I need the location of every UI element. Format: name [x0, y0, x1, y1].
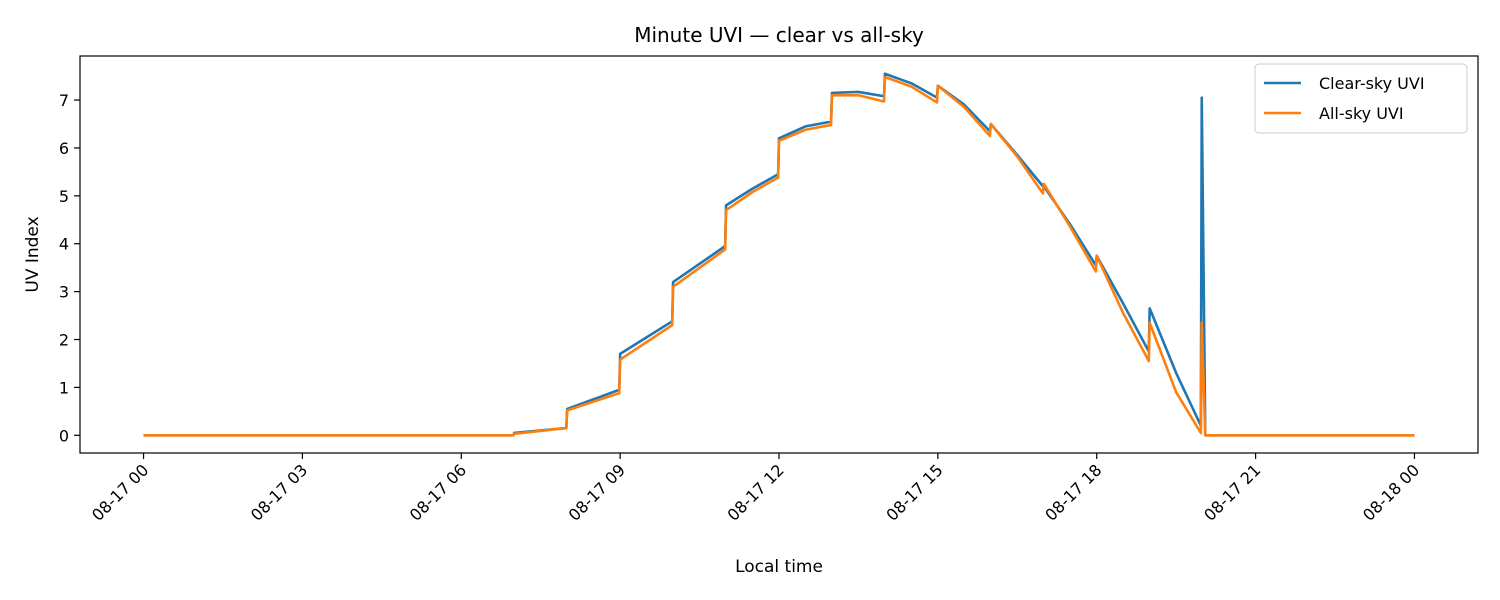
legend-label-all-sky: All-sky UVI: [1319, 104, 1404, 123]
y-tick-label: 3: [59, 283, 69, 302]
y-tick-label: 5: [59, 187, 69, 206]
y-axis: 0 1 2 3 4 5 6 7: [59, 91, 80, 445]
plot-area: [143, 72, 1415, 437]
x-tick-label: 08-17 18: [1041, 460, 1105, 524]
x-tick-label: 08-17 00: [88, 460, 152, 524]
x-tick-label: 08-17 21: [1200, 460, 1264, 524]
y-axis-title: UV Index: [23, 216, 43, 292]
x-tick-label: 08-17 12: [724, 460, 788, 524]
series-line-all-sky: [143, 75, 1415, 437]
legend: Clear-sky UVI All-sky UVI: [1254, 63, 1468, 134]
y-tick-label: 4: [59, 235, 69, 254]
y-tick-label: 1: [59, 378, 69, 397]
chart-title: Minute UVI — clear vs all-sky: [634, 23, 924, 47]
x-tick-label: 08-17 06: [406, 460, 470, 524]
y-tick-label: 7: [59, 91, 69, 110]
y-tick-label: 6: [59, 139, 69, 158]
y-tick-label: 2: [59, 331, 69, 350]
legend-box: [1254, 63, 1468, 134]
x-axis: 08-17 00 08-17 03 08-17 06 08-17 09 08-17 12…: [88, 453, 1423, 525]
x-tick-label: 08-17 09: [565, 460, 629, 524]
x-axis-title: Local time: [735, 557, 823, 577]
x-tick-label: 08-17 03: [247, 460, 311, 524]
x-tick-label: 08-18 00: [1359, 460, 1423, 524]
y-tick-label: 0: [59, 426, 69, 445]
series-line-clear-sky: [143, 72, 1415, 437]
x-tick-label: 08-17 15: [882, 460, 946, 524]
legend-label-clear-sky: Clear-sky UVI: [1319, 74, 1425, 93]
